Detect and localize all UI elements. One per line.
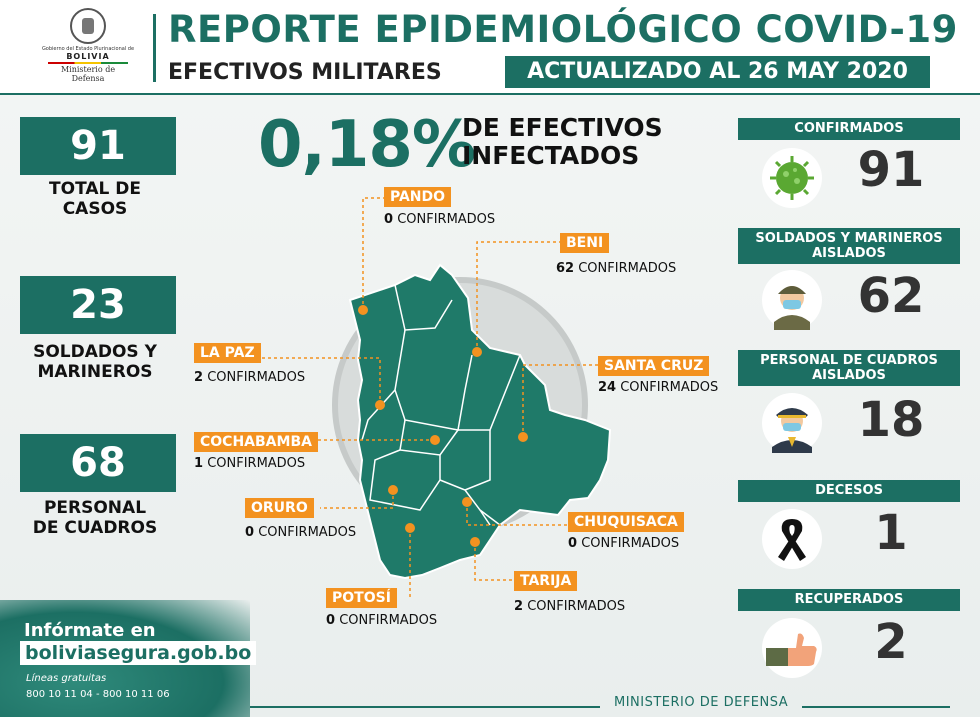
update-date-banner: ACTUALIZADO AL 26 MAY 2020: [505, 56, 930, 88]
dept-potosi-value: 0 CONFIRMADOS: [326, 613, 437, 628]
dept-lapaz-suffix: CONFIRMADOS: [207, 370, 306, 385]
staff-box: 68: [20, 434, 176, 492]
dept-beni-suffix: CONFIRMADOS: [578, 261, 677, 276]
leader-lines: [260, 197, 600, 600]
hotline-numbers: 800 10 11 04 - 800 10 11 06: [26, 689, 170, 700]
dept-cochabamba-value: 1 CONFIRMADOS: [194, 456, 305, 471]
page-title: REPORTE EPIDEMIOLÓGICO COVID-19: [168, 8, 958, 51]
dept-oruro-suffix: CONFIRMADOS: [258, 525, 357, 540]
recovered-value: 2: [874, 614, 908, 670]
infection-percent: 0,18%: [258, 108, 476, 182]
dept-cochabamba-suffix: CONFIRMADOS: [207, 456, 306, 471]
hotline-label: Líneas gratuitas: [26, 673, 107, 684]
dept-chuquisaca-suffix: CONFIRMADOS: [581, 536, 680, 551]
total-cases-label: TOTAL DE CASOS: [10, 179, 180, 219]
virus-icon: [762, 148, 822, 208]
soldiers-label-line1: SOLDADOS Y: [33, 342, 157, 362]
confirmed-value: 91: [857, 142, 925, 198]
logo-line2: BOLIVIA: [66, 52, 110, 61]
staff-label-line1: PERSONAL: [43, 498, 147, 518]
logo-line3: Ministerio de: [60, 65, 116, 74]
staff-label: PERSONAL DE CUADROS: [10, 498, 180, 538]
page-subtitle: EFECTIVOS MILITARES: [168, 60, 442, 85]
dept-tarija-count: 2: [514, 599, 524, 614]
dept-tarija-tag: TARIJA: [514, 571, 578, 591]
dept-beni-count: 62: [556, 261, 575, 276]
dept-chuquisaca-tag: CHUQUISACA: [568, 512, 684, 532]
info-label: Infórmate en: [24, 620, 156, 641]
department-borders: [361, 284, 521, 526]
soldiers-box: 23: [20, 276, 176, 334]
dept-cochabamba-count: 1: [194, 456, 204, 471]
bolivia-outline: [348, 263, 612, 580]
logo-line4: Defensa: [71, 74, 105, 83]
dept-beni-tag: BENI: [560, 233, 610, 253]
bolivia-map: [260, 197, 612, 600]
recovered-header: RECUPERADOS: [738, 589, 960, 611]
deaths-header: DECESOS: [738, 480, 960, 502]
soldiers-label-line2: MARINEROS: [37, 362, 153, 382]
header: Gobierno del Estado Plurinacional de BOL…: [0, 0, 980, 95]
dept-beni-value: 62 CONFIRMADOS: [556, 261, 676, 276]
mourning-ribbon-icon: [762, 509, 822, 569]
soldiers-label: SOLDADOS Y MARINEROS: [10, 342, 180, 382]
dept-tarija-suffix: CONFIRMADOS: [527, 599, 626, 614]
infection-label-line1: DE EFECTIVOS: [462, 113, 663, 142]
total-cases-label-line2: CASOS: [62, 199, 128, 219]
infection-percent-label: DE EFECTIVOS INFECTADOS: [462, 114, 663, 170]
dept-potosi-suffix: CONFIRMADOS: [339, 613, 438, 628]
logo-line1: Gobierno del Estado Plurinacional de: [41, 46, 135, 52]
staff-label-line2: DE CUADROS: [32, 518, 158, 538]
dept-oruro-tag: ORURO: [245, 498, 314, 518]
dept-chuquisaca-value: 0 CONFIRMADOS: [568, 536, 679, 551]
dept-pando-count: 0: [384, 212, 394, 227]
total-cases-label-line1: TOTAL DE: [49, 179, 141, 199]
isolated-soldiers-header: SOLDADOS Y MARINEROS AISLADOS: [738, 228, 960, 264]
officer-mask-icon: [762, 393, 822, 453]
deaths-value: 1: [874, 505, 908, 561]
isolated-soldiers-value: 62: [857, 268, 925, 324]
dept-pando-suffix: CONFIRMADOS: [397, 212, 496, 227]
total-cases-box: 91: [20, 117, 176, 175]
isolated-staff-value: 18: [857, 392, 925, 448]
dept-santacruz-count: 24: [598, 380, 617, 395]
info-url-link[interactable]: boliviasegura.gob.bo: [20, 641, 257, 665]
infection-label-line2: INFECTADOS: [462, 141, 640, 170]
ministry-logo: Gobierno del Estado Plurinacional de BOL…: [28, 8, 148, 83]
coat-of-arms-icon: [70, 8, 106, 44]
confirmed-header: CONFIRMADOS: [738, 118, 960, 140]
dept-potosi-tag: POTOSÍ: [326, 588, 397, 608]
flag-stripe: [48, 62, 128, 64]
dept-lapaz-tag: LA PAZ: [194, 343, 261, 363]
dept-santacruz-tag: SANTA CRUZ: [598, 356, 710, 376]
dept-lapaz-value: 2 CONFIRMADOS: [194, 370, 305, 385]
dept-pando-value: 0 CONFIRMADOS: [384, 212, 495, 227]
dept-cochabamba-tag: COCHABAMBA: [194, 432, 318, 452]
dept-tarija-value: 2 CONFIRMADOS: [514, 599, 625, 614]
dept-oruro-value: 0 CONFIRMADOS: [245, 525, 356, 540]
dept-lapaz-count: 2: [194, 370, 204, 385]
soldier-mask-icon: [762, 270, 822, 330]
dept-chuquisaca-count: 0: [568, 536, 578, 551]
thumbs-up-icon: [762, 618, 822, 678]
dept-santacruz-suffix: CONFIRMADOS: [620, 380, 719, 395]
dept-pando-tag: PANDO: [384, 187, 452, 207]
dept-santacruz-value: 24 CONFIRMADOS: [598, 380, 718, 395]
ministry-footer-label: MINISTERIO DE DEFENSA: [600, 695, 803, 710]
dept-oruro-count: 0: [245, 525, 255, 540]
header-divider: [153, 14, 156, 82]
dept-potosi-count: 0: [326, 613, 336, 628]
isolated-staff-header: PERSONAL DE CUADROS AISLADOS: [738, 350, 960, 386]
